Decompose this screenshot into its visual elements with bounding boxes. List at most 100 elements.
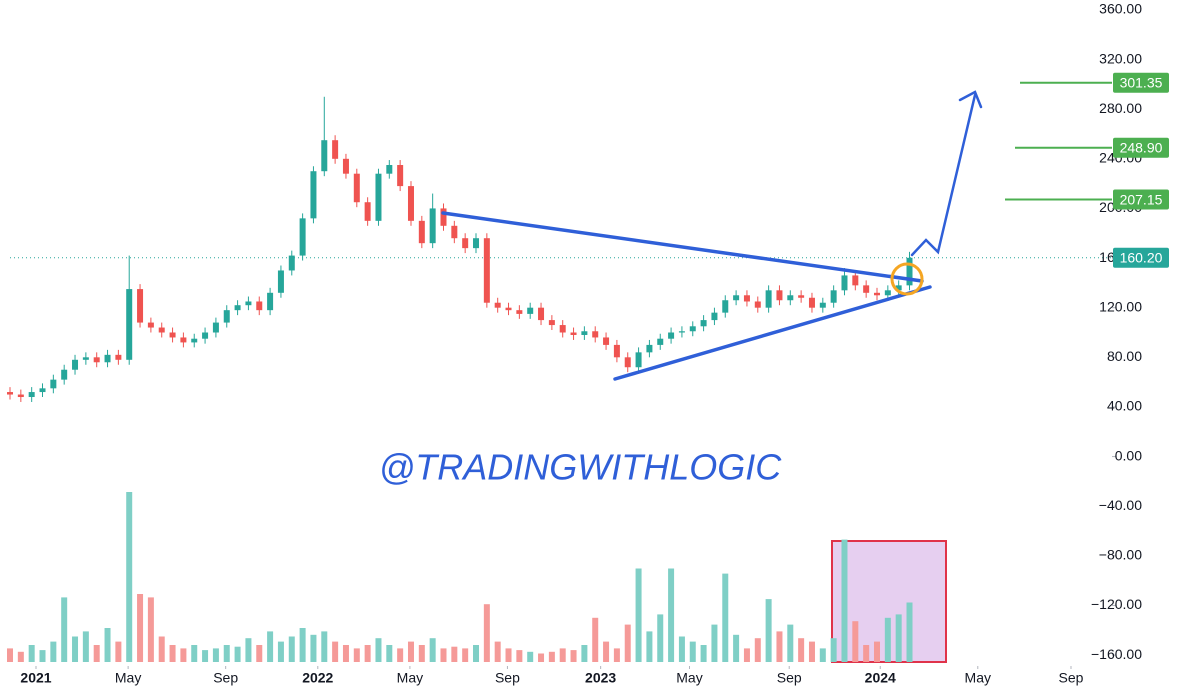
volume-bar bbox=[473, 645, 480, 662]
y-tick-label: −160.00 bbox=[1091, 646, 1142, 662]
candle-body bbox=[787, 295, 794, 301]
candle-body bbox=[776, 290, 783, 301]
candle-body bbox=[267, 292, 274, 311]
candle-body bbox=[689, 326, 696, 332]
candle-body bbox=[613, 344, 620, 358]
candle-body bbox=[234, 305, 241, 311]
candle-body bbox=[863, 285, 870, 293]
candle-body bbox=[256, 301, 263, 311]
x-tick-label: Sep bbox=[1059, 670, 1084, 686]
volume-bar bbox=[819, 648, 826, 662]
volume-bar bbox=[277, 641, 284, 662]
volume-bar bbox=[180, 648, 187, 662]
candle-body bbox=[93, 357, 100, 363]
x-tick-label: 2024 bbox=[865, 670, 896, 686]
candle-body bbox=[668, 332, 675, 339]
y-tick-label: 360.00 bbox=[1099, 1, 1142, 17]
candle-body bbox=[212, 322, 219, 333]
volume-bar bbox=[245, 638, 252, 662]
volume-bar bbox=[733, 634, 740, 662]
volume-bar bbox=[299, 628, 306, 662]
x-tick-label: May bbox=[965, 670, 991, 686]
candle-body bbox=[342, 158, 349, 174]
candle-body bbox=[754, 301, 761, 308]
candle-body bbox=[245, 301, 252, 306]
volume-bar bbox=[72, 636, 79, 662]
candle-body bbox=[169, 332, 176, 338]
candle-body bbox=[72, 359, 79, 370]
x-tick-label: May bbox=[676, 670, 702, 686]
volume-bar bbox=[223, 645, 230, 662]
volume-bar bbox=[798, 638, 805, 662]
candle-body bbox=[516, 310, 523, 314]
candle-body bbox=[147, 322, 154, 328]
volume-bar bbox=[321, 631, 328, 662]
candle-body bbox=[223, 310, 230, 323]
candle-body bbox=[104, 354, 111, 363]
volume-bar bbox=[137, 594, 144, 662]
volume-bar bbox=[104, 628, 111, 662]
candle-body bbox=[50, 379, 57, 389]
candle-body bbox=[288, 255, 295, 271]
volume-bar bbox=[147, 597, 154, 662]
volume-bar bbox=[429, 638, 436, 662]
volume-bar bbox=[863, 645, 870, 662]
volume-bar bbox=[581, 645, 588, 662]
trend-line-lower bbox=[613, 285, 932, 381]
candle-body bbox=[137, 289, 144, 323]
price-tag bbox=[1113, 247, 1169, 268]
candle-body bbox=[559, 325, 566, 333]
candle-body bbox=[678, 331, 685, 333]
volume-bar bbox=[212, 648, 219, 662]
volume-bar bbox=[765, 599, 772, 662]
volume-bar bbox=[743, 648, 750, 662]
volume-bar bbox=[613, 648, 620, 662]
volume-bar bbox=[332, 641, 339, 662]
volume-bar bbox=[375, 638, 382, 662]
candle-body bbox=[180, 337, 187, 343]
candle-body bbox=[711, 312, 718, 321]
candle-body bbox=[505, 307, 512, 311]
candle-body bbox=[61, 369, 68, 380]
volume-bar bbox=[559, 648, 566, 662]
x-tick-label: May bbox=[115, 670, 141, 686]
volume-bar bbox=[256, 645, 263, 662]
volume-bar bbox=[516, 650, 523, 662]
x-tick-label: Sep bbox=[777, 670, 802, 686]
price-label: 160.20 bbox=[1120, 250, 1163, 266]
volume-bar bbox=[310, 634, 317, 662]
x-tick-label: 2021 bbox=[20, 670, 51, 686]
candle-body bbox=[126, 289, 133, 360]
volume-bar bbox=[451, 646, 458, 662]
volume-bar bbox=[39, 650, 46, 662]
candle-body bbox=[527, 307, 534, 314]
target-tag bbox=[1113, 189, 1169, 210]
target-tag bbox=[1113, 72, 1169, 93]
candle-body bbox=[765, 290, 772, 308]
volume-bar bbox=[884, 617, 891, 662]
trend-line-upper bbox=[441, 211, 924, 283]
volume-bar bbox=[700, 645, 707, 662]
breakout-circle bbox=[890, 262, 924, 296]
volume-bar bbox=[505, 648, 512, 662]
y-tick-label: −40.00 bbox=[1099, 497, 1142, 513]
candle-body bbox=[884, 290, 891, 296]
volume-bar bbox=[841, 539, 848, 662]
candle-body bbox=[657, 338, 664, 345]
y-tick-label: 320.00 bbox=[1099, 50, 1142, 66]
volume-bar bbox=[603, 641, 610, 662]
volume-bar bbox=[689, 641, 696, 662]
volume-bar bbox=[570, 650, 577, 662]
projection-arrow bbox=[910, 93, 977, 257]
candle-body bbox=[115, 354, 122, 360]
y-tick-label: 0.00 bbox=[1115, 447, 1142, 463]
candle-body bbox=[7, 392, 13, 395]
volume-bar bbox=[267, 631, 274, 662]
candle-body bbox=[82, 357, 89, 360]
candle-body bbox=[202, 332, 209, 339]
candle-body bbox=[808, 297, 815, 308]
candle-body bbox=[873, 292, 880, 296]
x-tick-label: Sep bbox=[213, 670, 238, 686]
volume-bar bbox=[202, 650, 209, 662]
volume-bar bbox=[115, 641, 122, 662]
